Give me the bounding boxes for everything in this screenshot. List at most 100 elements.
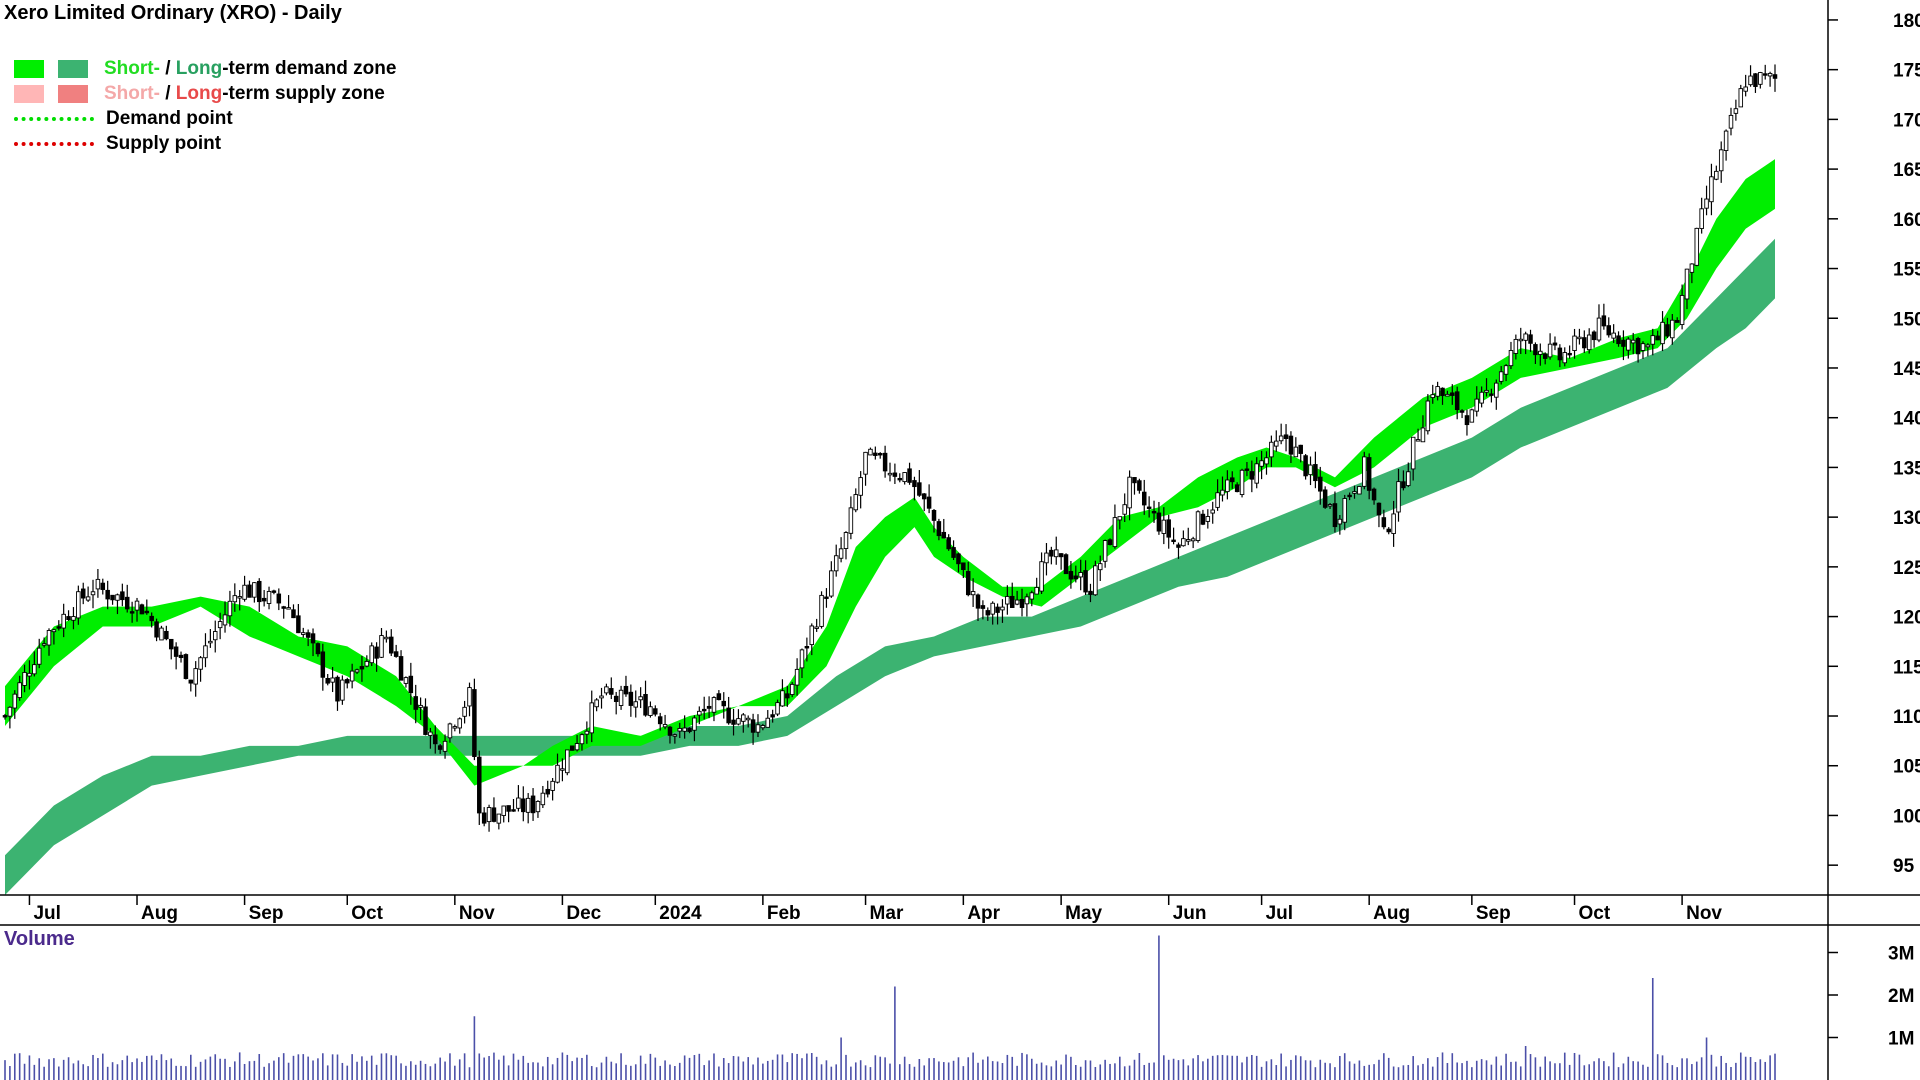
candle-body <box>736 718 741 725</box>
candle-body <box>1318 476 1323 492</box>
candle-body <box>511 809 516 812</box>
candle-body <box>1161 519 1167 534</box>
candle-body <box>1005 596 1010 605</box>
candle-body <box>1029 592 1035 600</box>
candle-body <box>1088 590 1093 595</box>
month-label: Oct <box>1579 903 1611 924</box>
legend-long-label: Long <box>175 82 223 104</box>
candle-body <box>760 725 766 729</box>
candle-body <box>364 660 370 667</box>
price-tick-label: 110 <box>1893 707 1920 728</box>
candle-body <box>359 666 365 670</box>
candle-body <box>315 643 321 655</box>
candle-body <box>442 740 448 752</box>
candle-body <box>1278 435 1284 442</box>
legend-short-label: Short- <box>104 82 160 104</box>
candle-body <box>858 477 863 496</box>
candle-body <box>1464 415 1470 426</box>
candle-body <box>1357 486 1362 495</box>
candle-body <box>1288 435 1294 455</box>
candle-body <box>809 625 815 646</box>
candle-body <box>1269 441 1274 458</box>
candle-body <box>565 749 570 774</box>
candle-body <box>261 597 267 602</box>
candle-body <box>1127 476 1132 509</box>
month-label: Dec <box>566 903 601 924</box>
candle-body <box>672 734 678 737</box>
candle-body <box>271 590 277 593</box>
candle-body <box>22 672 27 686</box>
candle-body <box>247 584 252 598</box>
candle-body <box>423 706 428 735</box>
candle-body <box>56 626 62 629</box>
candle-body <box>212 631 218 641</box>
candle-body <box>144 610 150 614</box>
price-tick-label: 150 <box>1893 309 1920 330</box>
candle-body <box>1469 409 1475 423</box>
candle-body <box>1146 506 1152 509</box>
candle-body <box>794 668 800 686</box>
legend: Short- / Long -term demand zone Short- / … <box>14 56 396 156</box>
candle-body <box>560 768 565 771</box>
candle-body <box>457 718 462 729</box>
candle-body <box>692 717 697 731</box>
candle-body <box>389 636 394 654</box>
candle-body <box>237 596 242 599</box>
candle-body <box>1479 391 1484 404</box>
candle-body <box>1474 398 1479 412</box>
candle-body <box>1582 337 1587 349</box>
candle-body <box>917 482 922 496</box>
candle-body <box>789 683 795 695</box>
candle-body <box>1596 317 1602 341</box>
chart-title: Xero Limited Ordinary (XRO) - Daily <box>4 2 342 24</box>
candle-body <box>936 521 942 537</box>
candle-body <box>653 708 658 715</box>
candle-body <box>516 797 521 809</box>
candle-body <box>716 693 722 701</box>
candle-body <box>276 593 282 604</box>
candle-body <box>824 596 829 599</box>
candle-body <box>829 570 834 597</box>
candle-body <box>780 690 785 707</box>
candle-body <box>677 728 683 732</box>
candle-body <box>868 448 873 456</box>
candle-body <box>1640 343 1646 351</box>
candle-body <box>912 480 917 488</box>
candle-body <box>799 649 805 669</box>
candle-body <box>1181 538 1186 547</box>
month-label: Feb <box>767 903 801 924</box>
candle-body <box>648 706 653 716</box>
price-tick-label: 100 <box>1893 806 1920 827</box>
candle-body <box>1494 382 1499 398</box>
candle-body <box>1621 339 1626 347</box>
candle-body <box>775 702 780 715</box>
candle-body <box>1459 410 1465 413</box>
candle-body <box>535 800 541 813</box>
candle-body <box>721 700 727 707</box>
candle-body <box>1674 320 1680 323</box>
candle-body <box>956 553 961 565</box>
candle-body <box>1137 480 1142 491</box>
candle-body <box>1391 513 1396 535</box>
candle-body <box>1200 513 1206 525</box>
legend-sep: / <box>159 57 176 79</box>
candle-body <box>1122 504 1127 515</box>
candle-body <box>970 591 976 596</box>
candle-body <box>525 797 531 813</box>
candle-body <box>1058 553 1064 558</box>
candle-body <box>325 678 330 684</box>
candle-body <box>833 555 839 572</box>
candle-body <box>1577 336 1582 340</box>
candle-body <box>545 788 550 795</box>
candle-body <box>1694 227 1700 266</box>
candle-body <box>384 636 389 640</box>
candle-body <box>1166 519 1171 538</box>
candle-body <box>843 532 849 549</box>
candle-body <box>41 643 47 646</box>
candle-body <box>1689 263 1695 273</box>
price-tick-label: 165 <box>1893 160 1920 181</box>
candle-body <box>433 734 438 745</box>
legend-rest: -term supply zone <box>222 82 385 104</box>
candle-body <box>897 477 903 481</box>
candle-body <box>1591 331 1597 341</box>
